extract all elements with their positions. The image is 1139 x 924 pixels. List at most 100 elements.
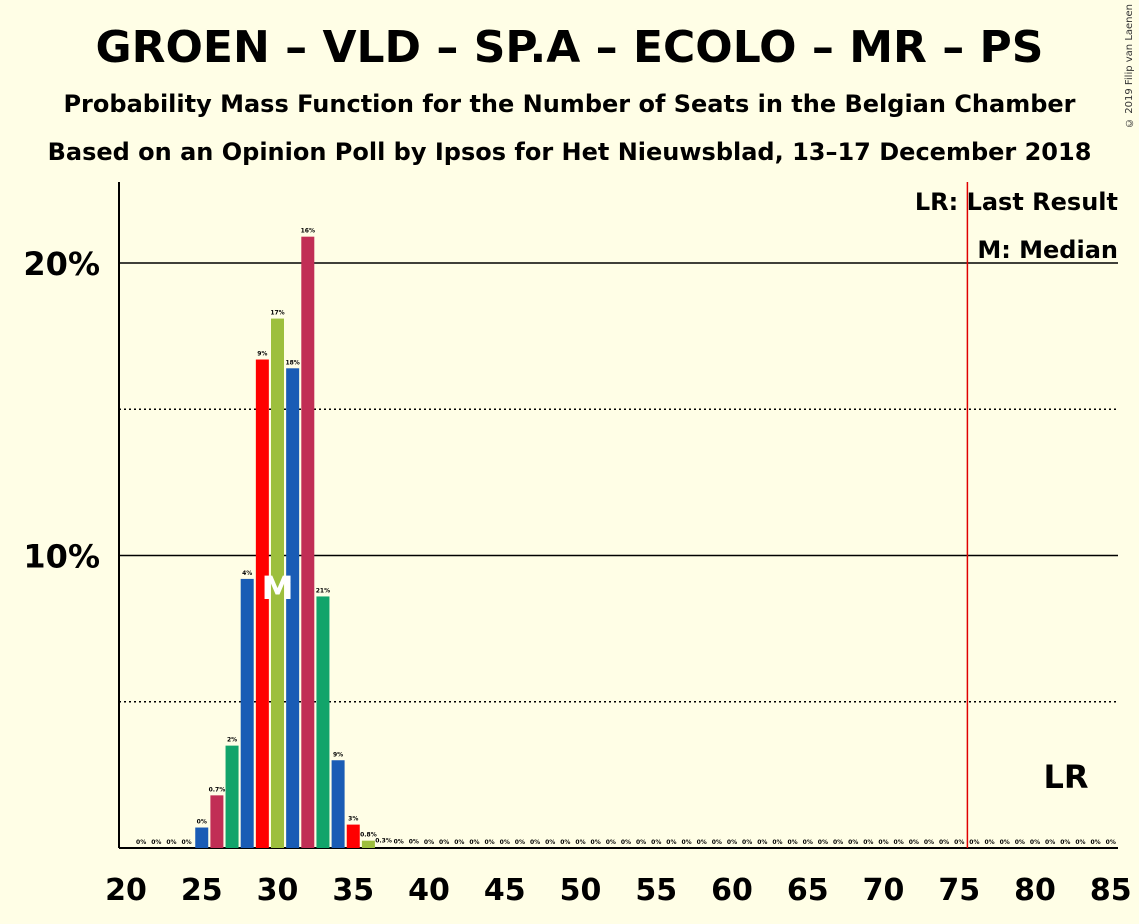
bar-label-seat-34: 9% [333, 751, 343, 758]
bar-label-seat-21: 0% [136, 839, 146, 846]
bar-label-seat-52: 0% [606, 839, 616, 846]
bar-seat-30 [271, 318, 284, 848]
bar-label-seat-67: 0% [833, 839, 843, 846]
bar-seat-25 [195, 827, 209, 848]
bar-label-seat-50: 0% [575, 839, 585, 846]
bar-label-seat-72: 0% [909, 839, 919, 846]
x-tick-label: 25 [181, 873, 223, 908]
bar-label-seat-82: 0% [1060, 839, 1070, 846]
x-tick-label: 55 [635, 873, 677, 908]
bar-label-seat-80: 0% [1030, 839, 1040, 846]
chart-subtitle: Probability Mass Function for the Number… [63, 90, 1076, 118]
y-tick-label: 20% [23, 245, 100, 283]
bar-label-seat-45: 0% [500, 839, 510, 846]
bar-label-seat-22: 0% [151, 839, 161, 846]
bar-label-seat-43: 0% [469, 839, 479, 846]
x-tick-label: 80 [1014, 873, 1056, 908]
bar-label-seat-85: 0% [1106, 839, 1116, 846]
x-tick-label: 40 [408, 873, 450, 908]
bar-seat-26 [210, 795, 224, 848]
bar-label-seat-81: 0% [1045, 839, 1055, 846]
bar-label-seat-62: 0% [757, 839, 767, 846]
bar-label-seat-73: 0% [924, 839, 934, 846]
x-tick-label: 30 [257, 873, 299, 908]
bar-label-seat-29: 9% [257, 351, 267, 358]
bar-seat-31 [286, 368, 300, 848]
bar-label-seat-30: 17% [270, 310, 284, 317]
bar-label-seat-68: 0% [848, 839, 858, 846]
legend-median: M: Median [977, 236, 1118, 264]
bar-label-seat-64: 0% [788, 839, 798, 846]
bar-seat-27 [225, 745, 239, 848]
bar-label-seat-44: 0% [485, 839, 495, 846]
x-tick-label: 75 [938, 873, 980, 908]
x-tick-label: 20 [105, 873, 147, 908]
bar-label-seat-35: 3% [348, 816, 358, 823]
bar-label-seat-63: 0% [772, 839, 782, 846]
bar-label-seat-38: 0% [394, 838, 404, 845]
bar-label-seat-57: 0% [681, 839, 691, 846]
last-result-marker: LR [1043, 758, 1088, 796]
bar-label-seat-66: 0% [818, 839, 828, 846]
bar-label-seat-59: 0% [712, 839, 722, 846]
bar-label-seat-42: 0% [454, 839, 464, 846]
x-tick-label: 50 [560, 873, 602, 908]
x-tick-label: 65 [787, 873, 829, 908]
bar-label-seat-65: 0% [803, 839, 813, 846]
bar-label-seat-78: 0% [1000, 839, 1010, 846]
x-tick-label: 70 [863, 873, 905, 908]
bar-label-seat-46: 0% [515, 839, 525, 846]
bar-label-seat-55: 0% [651, 839, 661, 846]
bar-label-seat-27: 2% [227, 737, 237, 744]
bar-label-seat-53: 0% [621, 839, 631, 846]
bar-label-seat-76: 0% [969, 839, 979, 846]
bar-seat-35 [346, 824, 360, 848]
bar-label-seat-71: 0% [894, 839, 904, 846]
bar-label-seat-61: 0% [742, 839, 752, 846]
median-marker: M [262, 569, 294, 607]
bar-seat-29 [255, 359, 269, 848]
chart-title: GROEN – VLD – SP.A – ECOLO – MR – PS [95, 22, 1044, 73]
bar-label-seat-69: 0% [863, 839, 873, 846]
bar-label-seat-74: 0% [939, 839, 949, 846]
bar-label-seat-75: 0% [954, 839, 964, 846]
bar-seat-28 [240, 578, 254, 848]
bar-label-seat-60: 0% [727, 839, 737, 846]
bar-seat-34 [331, 760, 345, 848]
x-tick-label: 45 [484, 873, 526, 908]
bar-seat-33 [316, 596, 330, 848]
x-tick-label: 85 [1090, 873, 1132, 908]
bar-label-seat-47: 0% [530, 839, 540, 846]
x-tick-label: 60 [711, 873, 753, 908]
bar-label-seat-31: 18% [285, 359, 299, 366]
bar-label-seat-32: 16% [301, 228, 315, 235]
x-tick-label: 35 [332, 873, 374, 908]
bar-label-seat-28: 4% [242, 570, 252, 577]
bar-label-seat-48: 0% [545, 839, 555, 846]
bar-label-seat-39: 0% [409, 839, 419, 846]
bar-seat-32 [301, 236, 315, 849]
bar-label-seat-41: 0% [439, 839, 449, 846]
bar-label-seat-23: 0% [166, 839, 176, 846]
bar-label-seat-54: 0% [636, 839, 646, 846]
bar-label-seat-25: 0% [197, 819, 207, 826]
bar-label-seat-26: 0.7% [209, 786, 226, 793]
bar-label-seat-79: 0% [1015, 839, 1025, 846]
bar-label-seat-40: 0% [424, 839, 434, 846]
y-tick-label: 10% [23, 538, 100, 576]
bar-label-seat-70: 0% [878, 839, 888, 846]
legend-last-result: LR: Last Result [915, 188, 1118, 216]
bar-label-seat-51: 0% [591, 839, 601, 846]
bar-label-seat-77: 0% [984, 839, 994, 846]
bar-label-seat-83: 0% [1075, 839, 1085, 846]
bar-label-seat-24: 0% [182, 839, 192, 846]
bar-label-seat-33: 21% [316, 587, 330, 594]
bar-label-seat-49: 0% [560, 839, 570, 846]
chart-subtitle-poll: Based on an Opinion Poll by Ipsos for He… [47, 138, 1092, 166]
bar-label-seat-36: 0.8% [360, 832, 377, 839]
bar-label-seat-84: 0% [1091, 839, 1101, 846]
bar-seat-36 [361, 840, 375, 848]
bar-label-seat-56: 0% [666, 839, 676, 846]
bar-label-seat-58: 0% [697, 839, 707, 846]
